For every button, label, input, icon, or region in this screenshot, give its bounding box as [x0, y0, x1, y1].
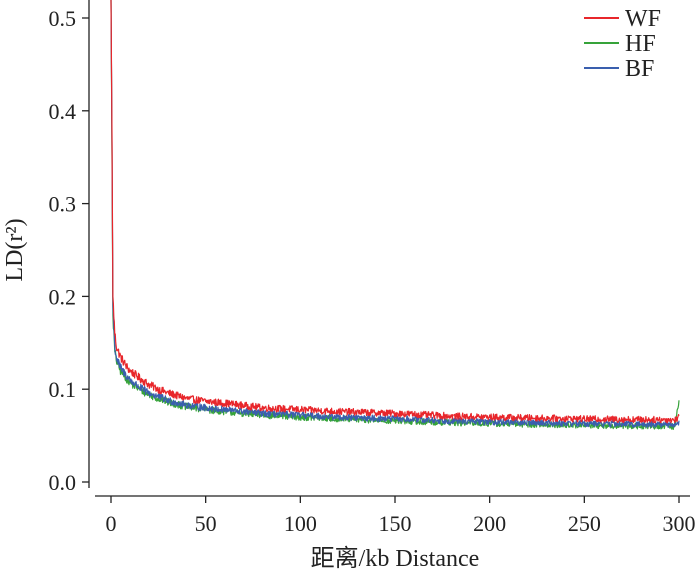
- x-tick-label: 300: [663, 511, 696, 536]
- x-tick-label: 50: [195, 511, 217, 536]
- series-line-bf: [110, 0, 680, 428]
- axes-layer: [88, 0, 690, 497]
- x-ticks: 0 50 100 150 200 250 300: [106, 496, 696, 536]
- x-tick-label: 100: [284, 511, 317, 536]
- x-tick-label: 150: [379, 511, 412, 536]
- legend-label-hf: HF: [625, 31, 656, 57]
- legend-label-wf: WF: [625, 6, 661, 32]
- y-tick-label: 0.1: [49, 377, 77, 402]
- y-ticks: 0.0 0.1 0.2 0.3 0.4 0.5: [49, 6, 89, 495]
- x-tick-label: 250: [568, 511, 601, 536]
- y-tick-label: 0.2: [49, 284, 77, 309]
- y-tick-label: 0.3: [49, 192, 77, 217]
- x-tick-label: 0: [106, 511, 117, 536]
- series-layer: [110, 0, 680, 430]
- y-tick-label: 0.0: [49, 470, 77, 495]
- series-line-wf: [110, 0, 680, 424]
- x-tick-label: 200: [473, 511, 506, 536]
- series-line-hf: [110, 0, 680, 430]
- legend-label-bf: BF: [625, 56, 654, 82]
- y-axis-title: LD(r²): [2, 218, 28, 281]
- y-tick-label: 0.5: [49, 6, 77, 31]
- y-tick-label: 0.4: [49, 99, 77, 124]
- x-axis-title: 距离/kb Distance: [311, 545, 480, 572]
